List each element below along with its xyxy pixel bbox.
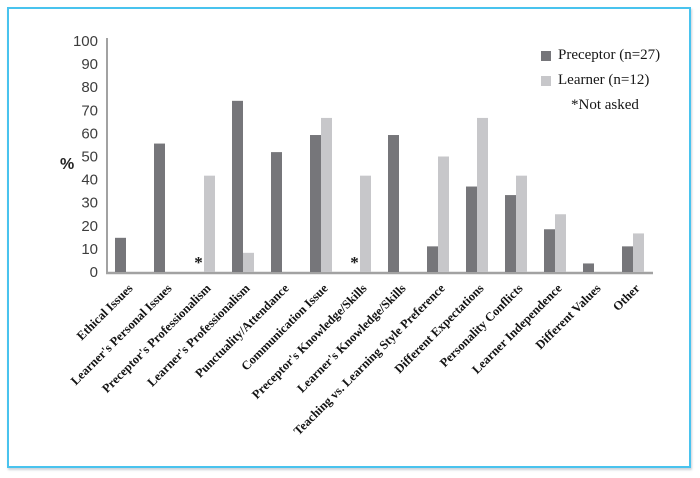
legend-item-learner: Learner (n=12) xyxy=(541,72,660,89)
bar-preceptor xyxy=(583,263,594,272)
bar-preceptor xyxy=(544,229,555,272)
y-tick-label: 90 xyxy=(81,56,98,73)
bar-learner xyxy=(438,156,449,272)
bar-learner xyxy=(360,175,371,272)
bar-preceptor xyxy=(310,135,321,272)
bar-preceptor xyxy=(388,135,399,272)
legend-label-preceptor: Preceptor (n=27) xyxy=(558,47,661,63)
bar-learner xyxy=(321,117,332,272)
bar-preceptor xyxy=(505,195,516,272)
bar-learner xyxy=(243,252,254,272)
bar-preceptor xyxy=(466,186,477,272)
y-tick-label: 40 xyxy=(81,172,98,189)
bar-learner xyxy=(204,175,215,272)
not-asked-asterisk: * xyxy=(350,253,359,272)
bar-preceptor xyxy=(232,100,243,272)
bar-preceptor xyxy=(622,246,633,272)
learner-swatch xyxy=(541,75,551,86)
bar-preceptor xyxy=(271,152,282,272)
not-asked-asterisk: * xyxy=(194,253,203,272)
legend: Preceptor (n=27) Learner (n=12) *Not ask… xyxy=(541,47,660,114)
y-tick-label: 50 xyxy=(81,149,98,166)
bar-learner xyxy=(516,175,527,272)
chart-frame xyxy=(7,7,691,468)
y-tick-label: 80 xyxy=(81,79,98,96)
legend-item-preceptor: Preceptor (n=27) xyxy=(541,47,660,64)
y-tick-label: 100 xyxy=(73,33,98,50)
bar-preceptor xyxy=(427,246,438,272)
not-asked-note: *Not asked xyxy=(571,97,639,113)
bar-learner xyxy=(477,117,488,272)
y-tick-label: 70 xyxy=(81,102,98,119)
bar-preceptor xyxy=(115,237,126,272)
bar-preceptor xyxy=(154,143,165,272)
category-label: Other xyxy=(610,281,643,314)
y-tick-label: 60 xyxy=(81,125,98,142)
preceptor-swatch xyxy=(541,50,551,61)
y-tick-label: 20 xyxy=(81,218,98,235)
y-axis-title: % xyxy=(60,156,75,173)
bar-learner xyxy=(633,233,644,272)
y-tick-label: 10 xyxy=(81,241,98,258)
y-tick-label: 30 xyxy=(81,195,98,212)
y-tick-label: 0 xyxy=(90,264,98,281)
legend-label-learner: Learner (n=12) xyxy=(558,72,650,88)
bar-learner xyxy=(555,214,566,272)
